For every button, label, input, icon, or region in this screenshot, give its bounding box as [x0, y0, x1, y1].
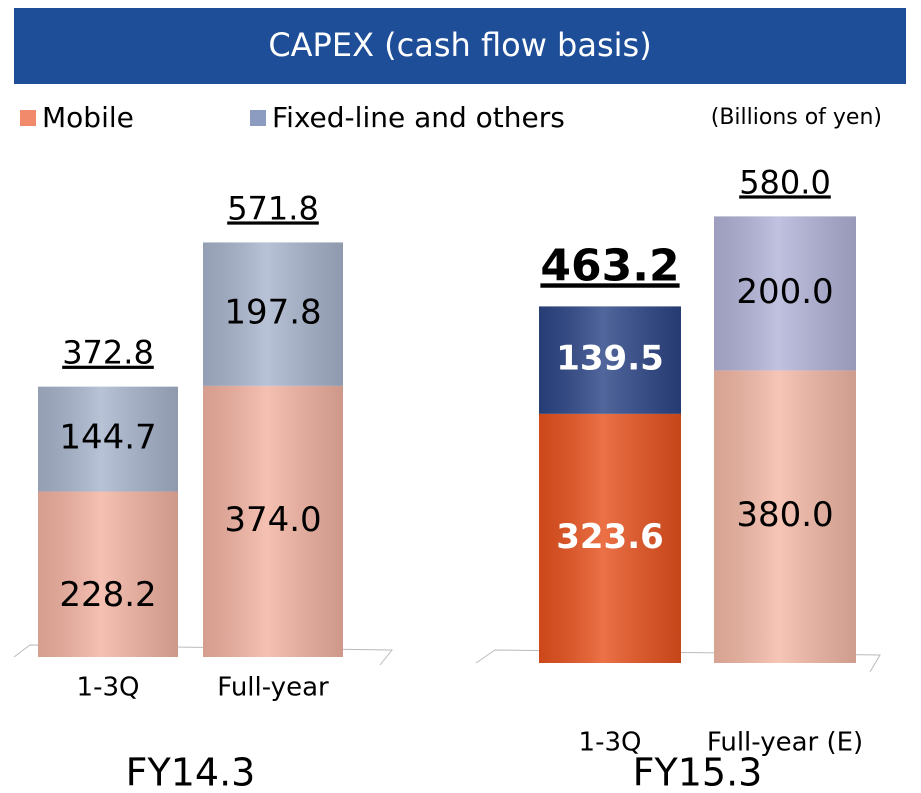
- total-label: 463.2: [540, 240, 679, 291]
- floor: [475, 649, 881, 673]
- bar-shade: [539, 306, 681, 414]
- bar-shade: [38, 386, 178, 492]
- legend-swatch: [250, 110, 266, 126]
- group-label: FY14.3: [126, 751, 256, 793]
- group-label: FY15.3: [633, 751, 763, 793]
- bar-shade: [714, 370, 856, 663]
- total-label: 571.8: [227, 189, 319, 227]
- x-tick-label: 1-3Q: [77, 673, 140, 703]
- unit-label: (Billions of yen): [711, 105, 882, 130]
- x-tick-label: Full-year (E): [707, 728, 863, 758]
- x-tick-label: 1-3Q: [579, 728, 642, 758]
- bar-shade: [38, 491, 178, 657]
- bar-shade: [714, 216, 856, 371]
- bar-shade: [203, 242, 343, 386]
- data-label: 139.5: [556, 339, 664, 379]
- chart-title: CAPEX (cash flow basis): [268, 26, 651, 64]
- x-tick-label: Full-year: [217, 673, 329, 703]
- legend-swatch: [20, 110, 36, 126]
- bar-shade: [539, 413, 681, 663]
- title-bar: [14, 8, 906, 84]
- data-label: 144.7: [59, 418, 156, 458]
- legend-label: Mobile: [42, 101, 134, 134]
- data-label: 228.2: [59, 575, 156, 615]
- data-label: 200.0: [736, 272, 833, 312]
- data-label: 323.6: [556, 517, 664, 557]
- data-label: 380.0: [736, 495, 833, 535]
- total-label: 580.0: [739, 163, 831, 201]
- bar-shade: [203, 385, 343, 657]
- legend-label: Fixed-line and others: [272, 101, 565, 134]
- data-label: 374.0: [224, 500, 321, 540]
- data-label: 197.8: [224, 293, 321, 333]
- total-label: 372.8: [62, 334, 154, 372]
